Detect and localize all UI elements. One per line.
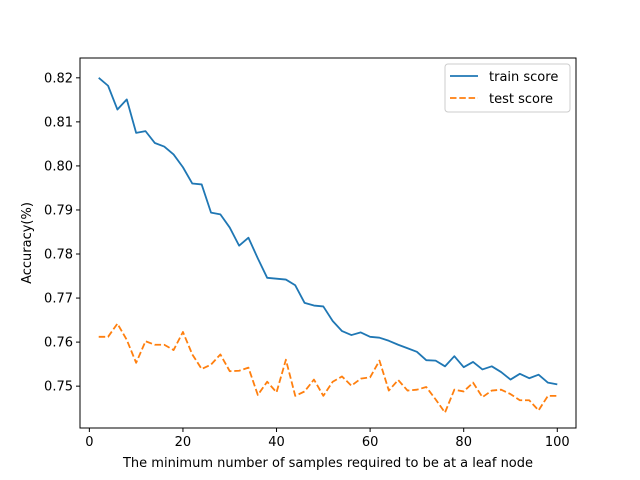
y-tick-label: 0.82	[44, 71, 73, 86]
legend-label-test-score: test score	[489, 92, 553, 107]
x-axis-label: The minimum number of samples required t…	[122, 456, 533, 471]
x-tick-label: 100	[545, 435, 570, 450]
y-tick-label: 0.76	[44, 336, 73, 351]
legend: train score test score	[445, 64, 570, 112]
x-tick-label: 0	[85, 435, 93, 450]
x-tick-label: 80	[455, 435, 472, 450]
legend-label-train-score: train score	[489, 70, 558, 85]
y-tick-label: 0.75	[44, 380, 73, 395]
y-tick-label: 0.79	[44, 203, 73, 218]
x-tick-label: 60	[362, 435, 379, 450]
y-tick-label: 0.80	[44, 159, 73, 174]
y-axis-label: Accuracy(%)	[20, 202, 35, 284]
y-tick-label: 0.81	[44, 115, 73, 130]
x-tick-label: 20	[175, 435, 192, 450]
x-tick-label: 40	[268, 435, 285, 450]
y-tick-label: 0.78	[44, 248, 73, 263]
y-tick-label: 0.77	[44, 292, 73, 307]
